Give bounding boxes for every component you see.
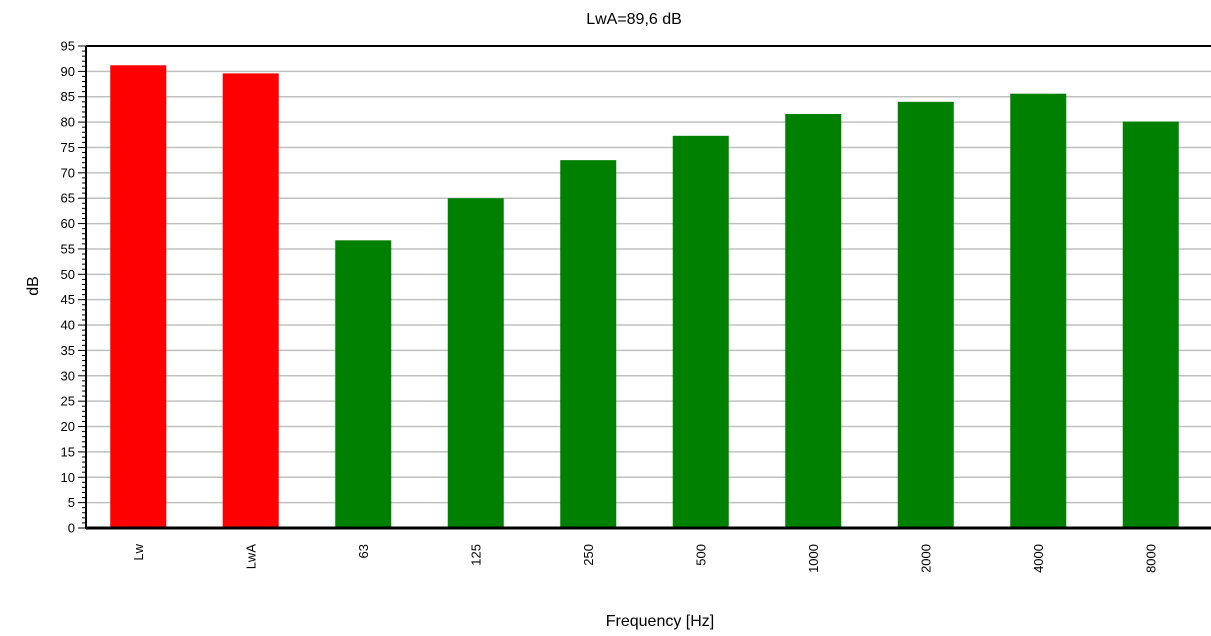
bar-2000 bbox=[897, 101, 954, 529]
x-axis-label: Frequency [Hz] bbox=[606, 613, 714, 630]
y-axis-label: dB bbox=[25, 276, 42, 296]
bar-8000 bbox=[1122, 121, 1179, 528]
bar-500 bbox=[672, 135, 729, 529]
y-tick-label: 30 bbox=[61, 368, 75, 383]
bar-250 bbox=[560, 160, 617, 528]
chart-title: LwA=89,6 dB bbox=[586, 11, 682, 28]
y-tick-label: 70 bbox=[61, 165, 75, 180]
y-tick-label: 95 bbox=[61, 39, 75, 54]
x-tick-label: 4000 bbox=[1031, 544, 1046, 573]
y-tick-label: 55 bbox=[61, 241, 75, 256]
x-tick-label: LwA bbox=[243, 544, 258, 570]
y-tick-label: 50 bbox=[61, 267, 75, 282]
x-tick-label: 500 bbox=[693, 544, 708, 566]
x-tick-label: 2000 bbox=[918, 544, 933, 573]
y-tick-label: 20 bbox=[61, 419, 75, 434]
y-tick-label: 40 bbox=[61, 318, 75, 333]
bars bbox=[110, 65, 1179, 529]
y-tick-label: 60 bbox=[61, 216, 75, 231]
y-tick-label: 35 bbox=[61, 343, 75, 358]
y-tick-label: 5 bbox=[68, 495, 75, 510]
y-tick-label: 85 bbox=[61, 89, 75, 104]
y-tick-label: 90 bbox=[61, 64, 75, 79]
x-tick-label: Lw bbox=[131, 543, 146, 560]
x-tick-label: 250 bbox=[581, 544, 596, 566]
x-tick-label: 1000 bbox=[806, 544, 821, 573]
y-tick-label: 65 bbox=[61, 191, 75, 206]
y-tick-label: 80 bbox=[61, 115, 75, 130]
y-tick-label: 75 bbox=[61, 140, 75, 155]
x-tick-labels: Lw LwA 63 125 250 500 1000 2000 4000 8000 bbox=[131, 543, 1159, 573]
bar-1000 bbox=[785, 113, 842, 528]
x-tick-label: 8000 bbox=[1143, 544, 1158, 573]
axes bbox=[78, 45, 1211, 530]
y-tick-label: 15 bbox=[61, 444, 75, 459]
bar-4000 bbox=[1010, 93, 1067, 529]
y-tick-label: 0 bbox=[68, 521, 75, 536]
x-tick-label: 125 bbox=[468, 544, 483, 566]
y-tick-label: 45 bbox=[61, 292, 75, 307]
bar-63 bbox=[335, 240, 392, 529]
y-tick-labels: 0 5 10 15 20 25 30 35 40 45 50 55 60 65 70 75 80 85 90 95 bbox=[61, 39, 75, 536]
bar-125 bbox=[447, 198, 504, 529]
bar-LwA bbox=[222, 73, 279, 529]
x-tick-label: 63 bbox=[356, 544, 371, 558]
y-tick-label: 25 bbox=[61, 394, 75, 409]
bar-Lw bbox=[110, 65, 167, 528]
y-tick-label: 10 bbox=[61, 470, 75, 485]
